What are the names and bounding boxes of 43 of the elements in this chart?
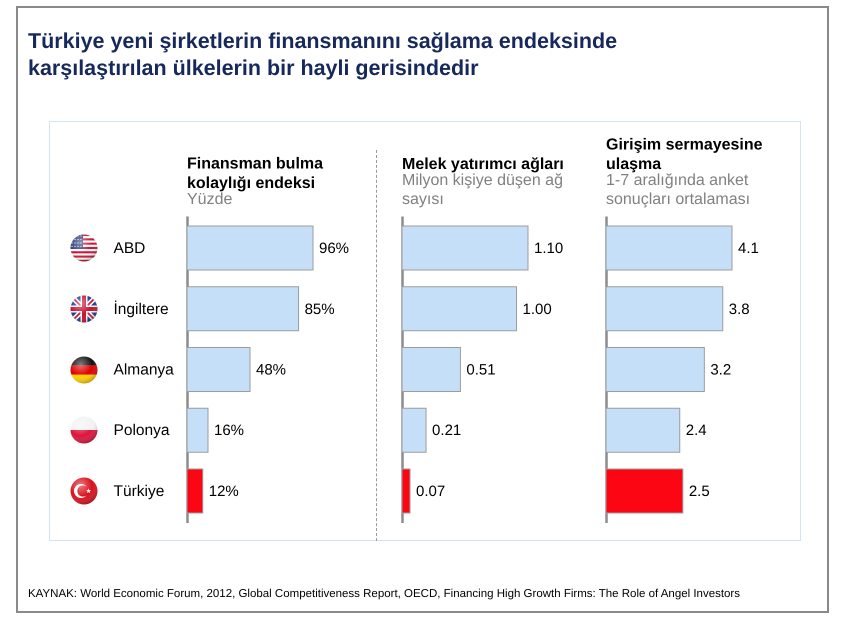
y-tick-label: Türkiye (114, 482, 164, 500)
text: KAYNAK: World Economic Forum, 2012, Global Competitiveness Report, OECD, Financing High Growth Firms: The Role of Angel Investors (28, 587, 742, 602)
bar (606, 468, 684, 514)
bar (606, 347, 705, 392)
bar (186, 468, 204, 514)
y-tick-label: Polonya (114, 422, 170, 440)
data-label: 1.10 (534, 240, 564, 258)
data-label: 2.5 (688, 482, 710, 500)
data-label: 0.21 (432, 422, 462, 440)
chart-subtitle: Yüzde (187, 191, 232, 208)
bar (606, 286, 724, 332)
data-label: 2.4 (686, 422, 707, 440)
data-label: 16% (214, 422, 244, 440)
bar (606, 408, 680, 453)
chart-subtitle: Milyon kişiye düşen ağ sayısı (402, 172, 563, 208)
data-label: 1.00 (522, 300, 552, 318)
bar (402, 286, 518, 332)
chart-title: Finansman bulma kolaylığı endeksi (187, 156, 324, 192)
data-label: 4.1 (738, 240, 759, 258)
chart-title: Girişim sermayesine ulaşma (606, 136, 763, 173)
data-label: 96% (319, 240, 350, 258)
data-label: 48% (256, 362, 286, 378)
bar (402, 408, 427, 453)
bar (186, 408, 208, 453)
chart-title: Melek yatırımcı ağları (402, 156, 564, 173)
chart-subtitle: 1-7 aralığında anket sonuçları ortalaması (606, 172, 750, 208)
bar (402, 468, 411, 514)
text: Türkiye yeni şirketlerin finansmanını sağlama endeksinde karşılaştırılan ülkelerin bir hayli gerisindedir (28, 28, 618, 82)
bar (186, 286, 300, 332)
bar (402, 226, 528, 270)
data-label: 3.2 (710, 362, 732, 378)
data-label: 85% (304, 300, 335, 318)
data-label: 0.07 (416, 482, 446, 500)
y-tick-label: Almanya (114, 362, 174, 378)
data-label: 12% (208, 482, 239, 500)
bar (186, 347, 250, 392)
y-tick-label: ABD (114, 240, 146, 258)
data-label: 3.8 (728, 300, 750, 318)
bar (402, 347, 461, 392)
y-tick-label: İngiltere (114, 300, 169, 318)
bar (186, 226, 314, 270)
data-label: 0.51 (466, 362, 496, 378)
bar (606, 226, 732, 270)
